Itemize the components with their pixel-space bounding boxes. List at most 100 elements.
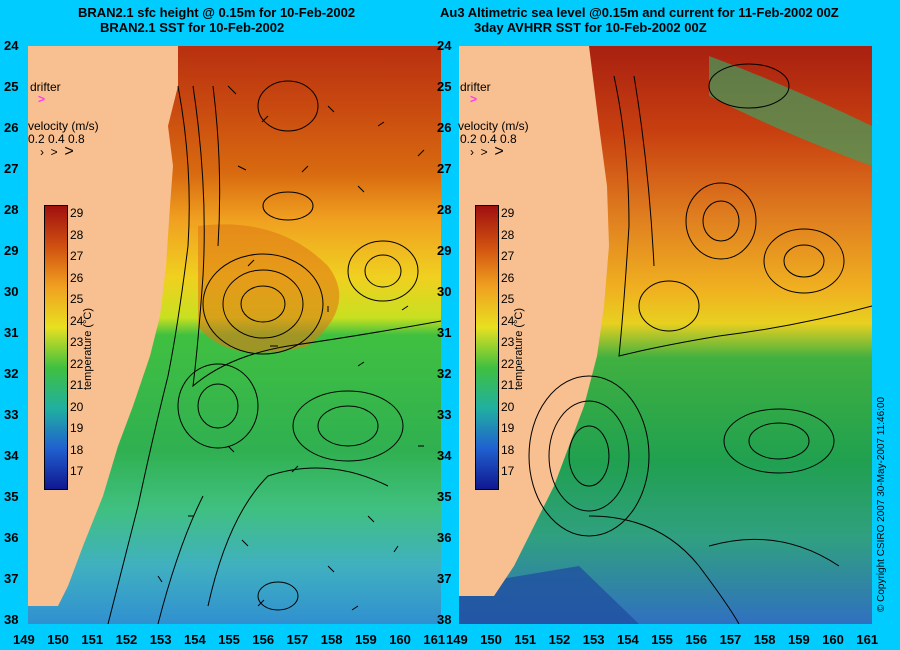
x-tick-label: 160 bbox=[822, 632, 844, 647]
right-title-line1: Au3 Altimetric sea level @0.15m and curr… bbox=[440, 5, 839, 20]
left-velocity-arrow-glyphs: › > > bbox=[40, 143, 74, 160]
y-tick-label: 30 bbox=[4, 284, 19, 299]
y-tick-label: 37 bbox=[437, 571, 452, 586]
y-tick-label: 37 bbox=[4, 571, 19, 586]
x-tick-label: 152 bbox=[115, 632, 138, 647]
left-drifter-icon: > bbox=[38, 92, 46, 106]
right-title-line2: 3day AVHRR SST for 10-Feb-2002 00Z bbox=[474, 20, 707, 35]
colorbar-label: 29 bbox=[70, 206, 84, 220]
y-tick-label: 35 bbox=[437, 489, 452, 504]
y-tick-label: 33 bbox=[4, 407, 19, 422]
left-velocity-arrows bbox=[157, 85, 425, 611]
y-tick-label: 25 bbox=[4, 79, 19, 94]
colorbar-label: 29 bbox=[501, 206, 515, 220]
colorbar-label: 18 bbox=[501, 442, 515, 457]
y-tick-label: 36 bbox=[437, 530, 452, 545]
y-tick-label: 31 bbox=[437, 325, 452, 340]
x-tick-label: 154 bbox=[617, 632, 639, 647]
colorbar-label: 17 bbox=[501, 464, 515, 478]
colorbar-label: 22 bbox=[70, 356, 84, 371]
colorbar-label: 18 bbox=[70, 442, 84, 457]
right-velocity-arrow-glyphs: › > > bbox=[470, 143, 504, 160]
colorbar-label: 21 bbox=[70, 378, 84, 392]
colorbar-label: 24 bbox=[501, 313, 515, 328]
left-velocity-label: velocity (m/s) bbox=[28, 119, 99, 133]
x-tick-label: 157 bbox=[286, 632, 309, 647]
y-tick-label: 33 bbox=[437, 407, 452, 422]
y-tick-label: 24 bbox=[4, 38, 19, 53]
colorbar-label: 24 bbox=[70, 313, 84, 328]
y-tick-label: 32 bbox=[437, 366, 452, 381]
right-contours bbox=[528, 63, 872, 624]
y-tick-label: 32 bbox=[4, 366, 19, 381]
y-tick-label: 25 bbox=[437, 79, 452, 94]
y-tick-label: 35 bbox=[4, 489, 19, 504]
x-tick-label: 151 bbox=[514, 632, 537, 647]
right-colorbar bbox=[475, 205, 499, 490]
left-velocity-scale: 0.2 0.4 0.8 bbox=[28, 132, 85, 146]
colorbar-label: 25 bbox=[70, 292, 84, 306]
colorbar-label: 28 bbox=[501, 227, 515, 242]
right-drifter-icon: > bbox=[470, 92, 478, 106]
x-tick-label: 155 bbox=[218, 632, 240, 647]
colorbar-label: 23 bbox=[501, 335, 515, 349]
y-tick-label: 38 bbox=[4, 612, 19, 627]
left-map-svg bbox=[28, 46, 441, 624]
colorbar-label: 19 bbox=[501, 421, 515, 435]
right-velocity-scale: 0.2 0.4 0.8 bbox=[460, 132, 517, 146]
colorbar-label: 22 bbox=[501, 356, 515, 371]
right-map-svg bbox=[459, 46, 872, 624]
y-tick-label: 28 bbox=[437, 202, 452, 217]
y-tick-label: 24 bbox=[437, 38, 452, 53]
x-tick-label: 161 bbox=[856, 632, 879, 647]
y-tick-label: 34 bbox=[437, 448, 452, 463]
x-tick-label: 159 bbox=[788, 632, 810, 647]
left-map-panel bbox=[28, 46, 441, 624]
right-drifter-label: drifter bbox=[460, 80, 491, 94]
y-tick-label: 26 bbox=[4, 120, 19, 135]
left-colorbar bbox=[44, 205, 68, 490]
x-tick-label: 155 bbox=[651, 632, 673, 647]
right-cloud-band bbox=[709, 56, 872, 166]
colorbar-label: 21 bbox=[501, 378, 515, 392]
x-tick-label: 149 bbox=[446, 632, 468, 647]
left-warm-eddy bbox=[198, 224, 340, 353]
right-velocity-label: velocity (m/s) bbox=[458, 119, 529, 133]
left-title-line1: BRAN2.1 sfc height @ 0.15m for 10-Feb-20… bbox=[78, 5, 356, 20]
colorbar-label: 28 bbox=[70, 227, 84, 242]
x-tick-label: 157 bbox=[719, 632, 742, 647]
x-tick-label: 158 bbox=[753, 632, 776, 647]
y-tick-label: 29 bbox=[4, 243, 19, 258]
colorbar-label: 23 bbox=[70, 335, 84, 349]
y-tick-label: 30 bbox=[437, 284, 452, 299]
y-tick-label: 29 bbox=[437, 243, 452, 258]
colorbar-label: 19 bbox=[70, 421, 84, 435]
y-tick-label: 31 bbox=[4, 325, 19, 340]
y-tick-label: 27 bbox=[4, 161, 19, 176]
right-map-panel bbox=[459, 46, 872, 624]
copyright-notice: © Copyright CSIRO 2007 30-May-2007 11:46… bbox=[876, 396, 887, 612]
y-tick-label: 28 bbox=[4, 202, 19, 217]
x-tick-label: 150 bbox=[47, 632, 69, 647]
x-tick-label: 152 bbox=[548, 632, 571, 647]
colorbar-label: 20 bbox=[70, 399, 84, 414]
y-tick-label: 38 bbox=[437, 612, 452, 627]
colorbar-label: 20 bbox=[501, 399, 515, 414]
x-tick-label: 154 bbox=[184, 632, 206, 647]
y-tick-label: 26 bbox=[437, 120, 452, 135]
x-tick-label: 161 bbox=[423, 632, 446, 647]
x-tick-label: 158 bbox=[320, 632, 343, 647]
x-tick-label: 159 bbox=[355, 632, 377, 647]
x-tick-label: 151 bbox=[81, 632, 104, 647]
y-tick-label: 27 bbox=[437, 161, 452, 176]
x-tick-label: 160 bbox=[389, 632, 411, 647]
colorbar-label: 17 bbox=[70, 464, 84, 478]
colorbar-label: 27 bbox=[501, 249, 515, 263]
colorbar-label: 26 bbox=[70, 270, 84, 285]
x-tick-label: 153 bbox=[149, 632, 172, 647]
left-title-line2: BRAN2.1 SST for 10-Feb-2002 bbox=[100, 20, 285, 35]
x-tick-label: 156 bbox=[252, 632, 275, 647]
colorbar-label: 27 bbox=[70, 249, 84, 263]
x-tick-label: 156 bbox=[685, 632, 708, 647]
left-contours bbox=[107, 80, 441, 624]
